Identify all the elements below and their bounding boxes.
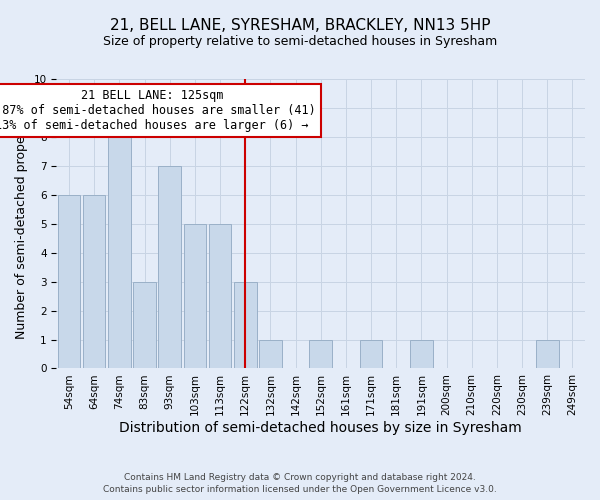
X-axis label: Distribution of semi-detached houses by size in Syresham: Distribution of semi-detached houses by … (119, 421, 522, 435)
Bar (209, 224, 232, 368)
Bar (58, 195, 80, 368)
Bar (536, 340, 559, 368)
Text: Contains public sector information licensed under the Open Government Licence v3: Contains public sector information licen… (103, 485, 497, 494)
Bar (184, 224, 206, 368)
Text: 21, BELL LANE, SYRESHAM, BRACKLEY, NN13 5HP: 21, BELL LANE, SYRESHAM, BRACKLEY, NN13 … (110, 18, 490, 32)
Bar (234, 282, 257, 368)
Bar (310, 340, 332, 368)
Bar (259, 340, 281, 368)
Text: 21 BELL LANE: 125sqm
← 87% of semi-detached houses are smaller (41)
13% of semi-: 21 BELL LANE: 125sqm ← 87% of semi-detac… (0, 89, 316, 132)
Bar (158, 166, 181, 368)
Bar (360, 340, 382, 368)
Text: Contains HM Land Registry data © Crown copyright and database right 2024.: Contains HM Land Registry data © Crown c… (124, 472, 476, 482)
Y-axis label: Number of semi-detached properties: Number of semi-detached properties (15, 108, 28, 340)
Bar (108, 137, 131, 368)
Bar (83, 195, 106, 368)
Text: Size of property relative to semi-detached houses in Syresham: Size of property relative to semi-detach… (103, 35, 497, 48)
Bar (410, 340, 433, 368)
Bar (133, 282, 156, 368)
